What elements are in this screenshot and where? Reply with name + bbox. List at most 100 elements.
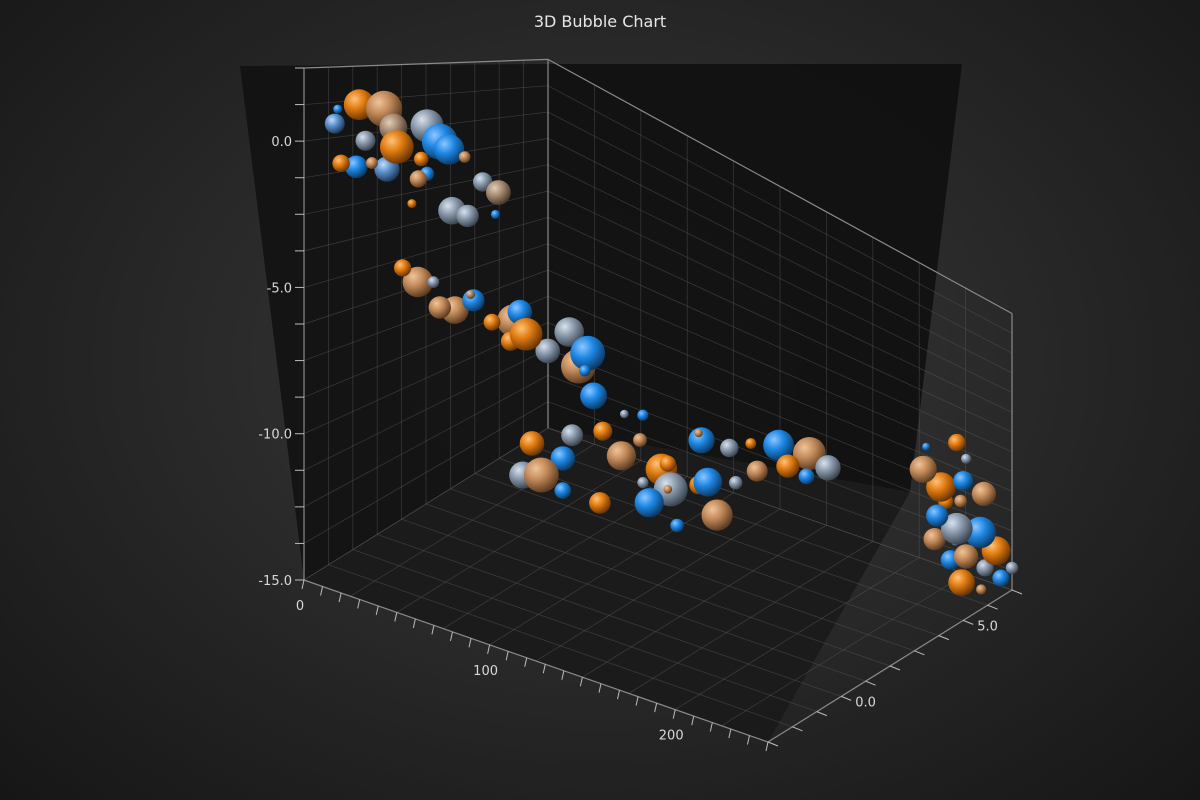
floor-grid-z [377, 534, 842, 697]
frame-edge [547, 58, 1013, 315]
z-tick-mark [816, 711, 827, 717]
bubble-point [637, 409, 649, 421]
back-wall-grid-y [547, 190, 1013, 413]
y-tick-label: -15.0 [258, 574, 292, 589]
bubble-point [763, 429, 794, 461]
x-tick-mark [691, 715, 695, 726]
left-wall-grid-y [303, 401, 549, 544]
bubble-point [483, 313, 501, 331]
bubble-point [926, 504, 949, 527]
x-tick-label: 200 [659, 729, 684, 744]
left-wall-grid-y [303, 375, 549, 508]
bubble-point [394, 259, 412, 277]
bubble-point [633, 433, 647, 447]
y-tick-label: -10.0 [258, 428, 292, 443]
bubble-point [909, 455, 937, 483]
x-tick-mark [505, 651, 509, 661]
bubble-point [971, 481, 997, 506]
back-wall [548, 64, 962, 492]
bubble-point [409, 170, 427, 188]
x-tick-mark [468, 638, 472, 648]
floor-grid-z [352, 549, 817, 712]
floor-grid-z [425, 503, 891, 667]
floor-grid-z [450, 488, 915, 652]
bubble-point [815, 455, 841, 481]
bubble-point [941, 512, 973, 545]
back-wall-grid-y [547, 243, 1013, 453]
x-tick-mark [709, 722, 713, 732]
bubble-point [380, 130, 414, 164]
bubble-point [948, 433, 966, 452]
left-wall-grid-y [303, 217, 549, 288]
z-tick-label: 0.0 [855, 695, 876, 710]
bubble-point [1005, 561, 1019, 575]
bubble-point [663, 485, 673, 494]
y-tick-label: 0.0 [271, 135, 292, 150]
x-tick-mark [765, 741, 769, 752]
x-tick-mark [728, 728, 732, 739]
z-tick-mark [963, 619, 974, 625]
x-tick-label: 0 [296, 599, 304, 614]
bubble-point [923, 528, 946, 551]
chart-title: 3D Bubble Chart [534, 12, 666, 31]
x-tick-mark [524, 657, 528, 667]
left-wall-grid-y [303, 269, 549, 361]
x-tick-mark [431, 625, 435, 635]
x-tick-mark [617, 690, 621, 700]
bubble-point [490, 209, 500, 219]
x-tick-mark [635, 696, 639, 706]
x-tick-mark [301, 579, 305, 590]
left-wall-grid-y [303, 348, 549, 471]
bubble-point [402, 266, 433, 298]
bubble-point [427, 276, 440, 288]
bubble-point [535, 338, 560, 364]
bubble-point [561, 424, 583, 447]
bubble-point [659, 455, 676, 472]
bubble-point [620, 409, 629, 419]
bubble-point [701, 499, 733, 531]
bubble-point [922, 442, 931, 451]
left-wall-grid-y [303, 164, 549, 215]
left-wall-grid-y [303, 427, 549, 581]
frame-edge [303, 58, 549, 69]
floor-grid-z [499, 458, 964, 621]
bubble-point [926, 472, 956, 502]
bubble-point [486, 180, 511, 205]
z-tick-mark [841, 695, 852, 701]
bubble-point [509, 318, 543, 351]
x-tick-mark [449, 631, 453, 641]
x-tick-mark [357, 599, 361, 609]
bubble-point [948, 569, 975, 596]
grid-lines [303, 59, 1013, 743]
x-tick-mark [394, 612, 398, 622]
bubble-point [745, 438, 757, 449]
bubble-point [570, 335, 606, 371]
z-tick-mark [914, 650, 925, 656]
z-tick-mark [987, 604, 998, 610]
bubble-point [523, 457, 559, 493]
bubble-point [729, 476, 743, 490]
x-tick-mark [746, 735, 750, 745]
bubble-point [579, 365, 591, 377]
bubble-point [332, 154, 350, 172]
bubble-point [344, 155, 368, 179]
x-tick-mark [598, 683, 602, 693]
bubble-point [964, 516, 996, 549]
x-tick-mark [654, 703, 658, 713]
bubble-point [355, 130, 376, 151]
x-tick-mark [487, 644, 491, 654]
back-wall-grid-y [547, 296, 1013, 492]
bubble-point [554, 317, 584, 347]
back-wall-grid-y [547, 85, 1013, 334]
floor-grid-z [328, 564, 793, 728]
x-tick-mark [672, 709, 676, 719]
x-tick-mark [375, 605, 379, 616]
back-wall-grid-y [547, 138, 1013, 374]
floor-grid-z [474, 473, 939, 636]
bubble-point [428, 296, 451, 319]
bubble-point [637, 477, 649, 489]
bubble-point [333, 104, 343, 114]
bubble-point [634, 488, 664, 518]
bubble-point [414, 151, 429, 167]
bubble-point [694, 428, 703, 438]
